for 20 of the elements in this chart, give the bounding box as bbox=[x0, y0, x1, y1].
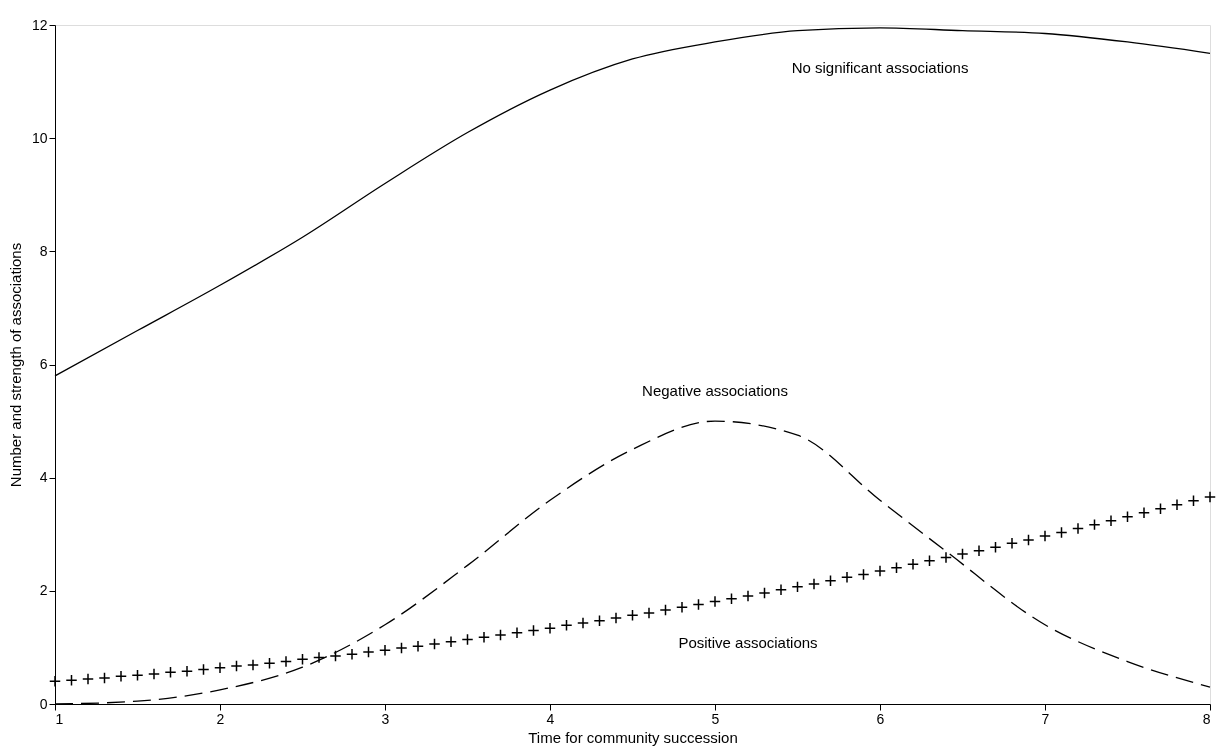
x-tick-label: 2 bbox=[216, 710, 225, 727]
x-tick-label: 3 bbox=[381, 710, 390, 727]
y-tick-label: 4 bbox=[39, 469, 48, 486]
y-tick-label: 6 bbox=[39, 356, 48, 372]
series-label: Positive associations bbox=[678, 633, 818, 651]
y-tick-label: 8 bbox=[39, 242, 48, 259]
y-tick-label: 0 bbox=[39, 695, 48, 712]
y-axis-title: Number and strength of associations bbox=[6, 242, 24, 488]
x-tick-label: 1 bbox=[55, 710, 64, 727]
y-tick-label: 2 bbox=[39, 582, 48, 599]
y-tick-label: 10 bbox=[31, 129, 48, 146]
text: Negative associations bbox=[642, 382, 788, 400]
x-tick-label: 5 bbox=[711, 710, 720, 727]
series-label: No significant associations bbox=[791, 58, 969, 76]
x-tick-label: 7 bbox=[1041, 710, 1050, 727]
x-tick-label: 4 bbox=[546, 710, 555, 727]
x-axis-title: Time for community succession bbox=[528, 728, 738, 746]
x-tick-label: 6 bbox=[876, 710, 885, 727]
y-tick-label: 12 bbox=[31, 16, 48, 33]
x-tick-label: 8 bbox=[1202, 710, 1211, 727]
